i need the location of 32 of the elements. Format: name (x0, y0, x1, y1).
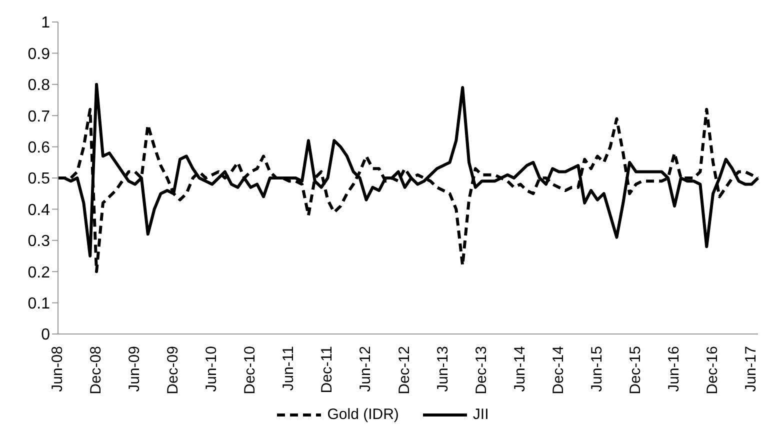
x-tick-label: Jun-13 (434, 346, 452, 392)
x-tick-label: Jun-08 (48, 346, 66, 392)
y-tick-label: 0.5 (28, 170, 50, 188)
x-tick-label: Dec-10 (242, 346, 259, 394)
y-tick-label: 0.2 (28, 264, 50, 282)
x-tick-label: Jun-15 (588, 346, 606, 392)
x-tick-label: Dec-15 (626, 346, 644, 394)
y-tick-label: 0.3 (28, 233, 50, 250)
y-tick-label: 0.8 (28, 77, 50, 94)
x-tick-label: Dec-11 (318, 346, 336, 394)
legend-label: JII (472, 406, 489, 423)
x-tick-label: Jun-14 (511, 346, 528, 392)
x-tick-label: Dec-12 (396, 346, 413, 394)
x-tick-label: Dec-16 (704, 346, 722, 394)
x-tick-label: Jun-11 (280, 346, 298, 391)
y-tick-label: 0.6 (28, 139, 50, 156)
x-tick-label: Dec-08 (88, 346, 104, 394)
y-tick-label: 1 (41, 14, 50, 32)
x-tick-label: Dec-09 (164, 346, 182, 394)
y-tick-label: 0 (41, 326, 50, 344)
y-tick-label: 0.9 (28, 46, 50, 63)
y-tick-label: 0.1 (28, 295, 50, 312)
x-tick-label: Jun-12 (357, 346, 374, 392)
y-tick-label: 0.4 (28, 202, 50, 219)
x-tick-label: Jun-10 (203, 346, 220, 392)
y-tick-label: 0.7 (28, 108, 50, 126)
x-tick-label: Dec-13 (472, 346, 490, 394)
x-tick-label: Jun-16 (665, 346, 682, 392)
x-tick-label: Dec-14 (550, 346, 567, 394)
legend-label: Gold (IDR) (327, 406, 399, 423)
x-tick-label: Jun-09 (126, 346, 144, 392)
x-tick-label: Jun-17 (742, 346, 760, 392)
